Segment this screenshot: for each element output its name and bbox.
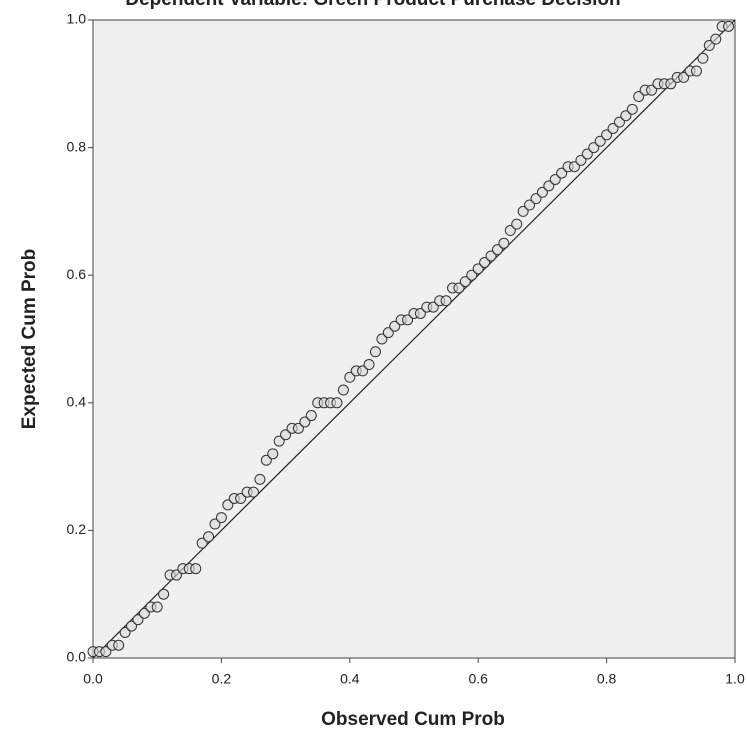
point [363,359,375,371]
point [588,142,600,154]
point [119,626,131,638]
point [158,588,170,600]
point [594,135,606,147]
point [607,122,619,134]
point [273,435,285,447]
y-tick-label: 0.0 [67,649,87,665]
point [485,250,497,262]
point [126,620,138,632]
point [138,607,150,619]
point [209,518,221,530]
point [601,129,613,141]
point [132,614,144,626]
point [569,161,580,173]
point [170,569,182,581]
point [543,180,555,192]
point [581,148,593,160]
point [427,301,439,313]
y-tick-label: 0.8 [67,138,87,154]
y-tick-label: 0.6 [67,266,87,282]
point [620,110,632,122]
point [190,563,202,575]
point [369,346,381,358]
point [710,33,722,45]
x-axis-title: Observed Cum Prob [321,709,505,730]
point [633,91,645,103]
point [549,174,561,185]
point [248,486,259,498]
point [151,601,163,613]
point [357,365,369,377]
point [280,429,292,441]
point [556,167,568,179]
point [690,65,702,77]
point [678,71,690,83]
point [292,422,304,434]
point [299,416,311,428]
chart-title: Dependent Variable: Green Product Purcha… [125,0,620,10]
y-axis-title: Expected Cum Prob [19,249,40,430]
point [498,237,510,249]
point [723,20,735,32]
y-tick-label: 0.4 [67,394,87,410]
point [511,218,523,230]
point [337,384,349,396]
point [479,256,491,268]
point [344,371,356,383]
point [254,473,266,485]
point [260,454,272,466]
point [466,269,478,281]
x-tick-label: 0.2 [212,671,232,687]
point [453,282,465,294]
point [235,493,247,504]
point [665,78,677,90]
point [331,397,343,409]
point [382,327,394,339]
x-tick-label: 0.0 [83,671,103,687]
point [491,244,503,256]
point [100,646,112,658]
point [504,225,516,237]
x-tick-label: 1.0 [725,671,745,687]
point [402,314,414,326]
x-tick-label: 0.4 [340,671,360,687]
point [626,103,638,115]
point [196,537,208,549]
x-tick-label: 0.6 [468,671,488,687]
point [517,205,529,217]
point [703,40,715,52]
point [203,531,215,543]
point [613,116,625,128]
point [524,199,536,211]
point [575,154,587,166]
y-tick-label: 0.2 [67,521,87,537]
point [536,186,548,198]
point [376,333,388,345]
point [389,320,401,332]
point [697,52,709,64]
point [305,410,317,422]
point [440,295,452,307]
point [267,448,279,460]
point [459,276,471,288]
y-tick-label: 1.0 [67,11,87,27]
x-tick-label: 0.8 [597,671,617,687]
point [646,84,658,96]
point [530,193,542,205]
point [222,499,234,511]
point [472,263,484,275]
point [215,512,227,524]
point [113,639,125,651]
reference-line [92,19,736,659]
point [414,307,426,319]
